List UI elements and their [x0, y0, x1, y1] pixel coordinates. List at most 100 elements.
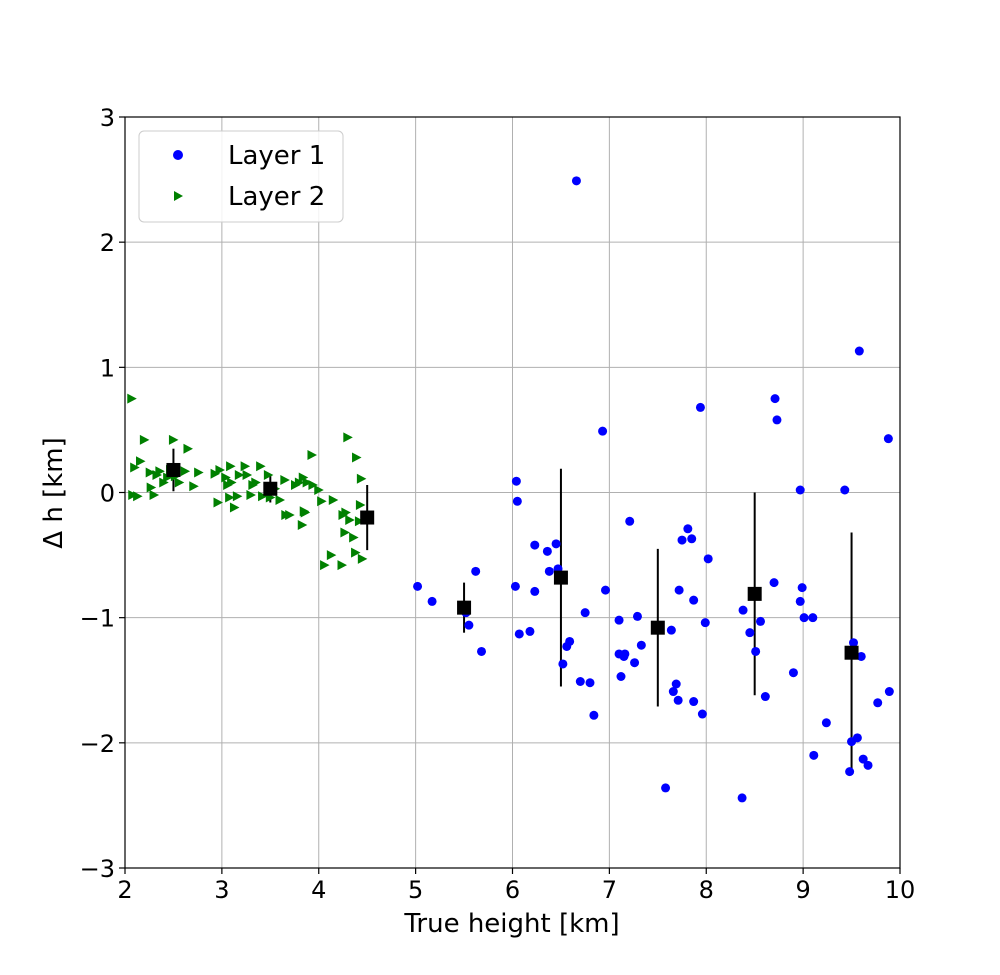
layer-1-point — [751, 646, 761, 656]
layer-2-point — [314, 484, 324, 495]
layer-2-point — [337, 560, 347, 571]
layer-1-point — [551, 539, 561, 549]
layer-1-point — [575, 677, 585, 687]
layer-1-point — [614, 615, 624, 625]
layer-1-point — [511, 476, 521, 486]
layer-2-point — [275, 495, 285, 506]
x-tick-label: 8 — [699, 876, 714, 904]
layer-1-point — [477, 646, 486, 656]
layer-2-point — [340, 527, 350, 538]
layer-1-point — [772, 415, 782, 425]
layer-1-point — [858, 754, 868, 764]
layer-2-point — [155, 466, 165, 477]
layer-2-point — [298, 472, 309, 483]
layer-1-point — [589, 710, 599, 720]
y-axis-label: Δ h [km] — [39, 437, 69, 548]
layer-2-point — [159, 477, 169, 488]
layer-1-point — [510, 581, 520, 591]
layer-1-point — [703, 554, 713, 564]
y-tick-label: 0 — [100, 480, 115, 508]
x-tick-label: 3 — [214, 876, 229, 904]
layer-1-point — [673, 695, 683, 705]
y-tick-label: −2 — [80, 730, 115, 758]
layer-2-point — [326, 550, 337, 561]
layer-1-point — [571, 176, 581, 186]
layer-2-point — [128, 490, 138, 501]
layer-1-point — [674, 585, 684, 595]
layer-2-point — [256, 461, 266, 472]
mean-marker — [747, 586, 762, 601]
layer-2-point — [189, 481, 199, 492]
layer-1-point — [795, 596, 805, 606]
layer-2-point — [341, 507, 351, 518]
layer-1-point — [856, 651, 866, 661]
layer-2-point — [285, 510, 295, 521]
layer-1-point — [598, 426, 608, 436]
layer-2-point — [232, 491, 243, 502]
layer-2-point — [280, 474, 290, 485]
layer-2-point — [226, 461, 236, 472]
layer-2-point — [215, 464, 225, 475]
layer-1-point — [756, 616, 765, 626]
x-axis-ticks: 2 3 4 5 6 7 8 9 10 — [117, 868, 915, 904]
layer-1-point — [799, 613, 809, 623]
layer-2-point — [357, 553, 368, 564]
layer-1-point — [558, 659, 568, 669]
layer-2-point — [194, 467, 204, 478]
layer-1-point — [689, 595, 699, 605]
layer-1-point — [695, 402, 705, 412]
layer-1-point — [661, 783, 671, 793]
legend-box — [138, 130, 344, 223]
layer-1-point — [512, 496, 522, 506]
legend: Layer 1 Layer 2 — [138, 130, 344, 223]
layer-1-point — [808, 613, 818, 623]
layer-2-point — [183, 443, 193, 454]
legend-marker-layer-1 — [173, 150, 183, 160]
layer-1-point — [668, 687, 678, 697]
layer-2-point — [210, 468, 221, 479]
layer-2-point — [246, 490, 256, 501]
layer-2-point — [139, 434, 150, 445]
layer-1-point — [760, 692, 770, 702]
layer-2-point — [163, 472, 173, 483]
layer-2-point — [130, 462, 140, 473]
layer-2-point — [213, 497, 223, 508]
layer-2-point — [354, 516, 365, 527]
layer-1-point — [514, 629, 524, 639]
layer-1-point — [852, 733, 862, 743]
layer-2-point — [351, 547, 361, 558]
layer-2-point — [234, 469, 245, 480]
mean-marker — [457, 600, 472, 615]
mean-marker — [844, 645, 859, 660]
layer-1-point — [863, 760, 873, 770]
layer-2-point — [133, 491, 143, 502]
layer-1-point — [525, 626, 535, 636]
layer-1-point — [636, 640, 646, 650]
mean-marker — [166, 462, 181, 477]
x-tick-label: 7 — [602, 876, 617, 904]
layer-1-point — [683, 524, 693, 534]
layer-1-point — [809, 750, 819, 760]
layer-1-point — [788, 668, 798, 678]
x-tick-label: 6 — [505, 876, 520, 904]
layer-1-point — [845, 767, 855, 777]
y-tick-label: 2 — [100, 229, 115, 257]
y-axis-ticks: −3 −2 −1 0 1 2 3 — [80, 104, 125, 883]
layer-1-point — [542, 546, 552, 556]
layer-1-point — [700, 618, 710, 628]
layer-1-point — [677, 535, 687, 545]
x-tick-label: 2 — [117, 876, 132, 904]
layer-2-point — [317, 496, 327, 507]
layer-1-point — [580, 608, 590, 618]
layer-2-point — [297, 520, 308, 531]
layer-2-point — [127, 393, 137, 404]
data-points — [127, 176, 894, 803]
layer-1-point — [745, 628, 755, 638]
layer-2-point — [225, 492, 235, 503]
layer-1-point — [632, 611, 642, 621]
x-axis-label: True height [km] — [403, 909, 619, 939]
layer-2-point — [349, 532, 359, 543]
layer-1-point — [687, 534, 697, 544]
layer-2-point — [168, 434, 179, 445]
x-tick-label: 10 — [885, 876, 916, 904]
